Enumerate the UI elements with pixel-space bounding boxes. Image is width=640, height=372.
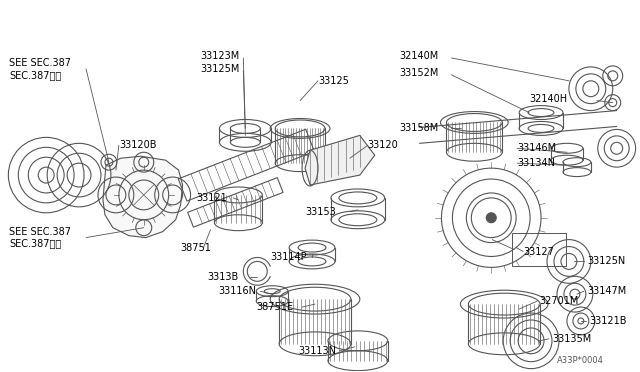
Text: 33120B: 33120B: [119, 140, 156, 150]
Text: SEC.387参照: SEC.387参照: [10, 238, 61, 248]
Text: 33116N: 33116N: [218, 286, 257, 296]
Text: 3313B: 3313B: [207, 272, 239, 282]
Text: 38751E: 38751E: [256, 302, 293, 312]
Text: 33125N: 33125N: [587, 256, 625, 266]
Text: SEE SEC.387: SEE SEC.387: [10, 227, 71, 237]
Text: SEC.387参照: SEC.387参照: [10, 70, 61, 80]
Text: 33125M: 33125M: [200, 64, 240, 74]
Text: 38751: 38751: [180, 243, 211, 253]
Text: 33134N: 33134N: [517, 158, 555, 168]
Text: 33125: 33125: [318, 76, 349, 86]
Text: 33135M: 33135M: [552, 334, 591, 344]
Text: 33152M: 33152M: [399, 68, 439, 78]
Text: 33121: 33121: [196, 193, 227, 203]
Text: 33147M: 33147M: [587, 286, 626, 296]
Text: 33121B: 33121B: [589, 316, 627, 326]
Text: 33114P: 33114P: [270, 253, 307, 263]
Polygon shape: [103, 156, 182, 238]
Text: A33P*0004: A33P*0004: [557, 356, 604, 365]
Text: 32140H: 32140H: [529, 94, 567, 104]
Text: 33113N: 33113N: [298, 346, 336, 356]
Text: SEE SEC.387: SEE SEC.387: [10, 58, 71, 68]
Text: 32140M: 32140M: [399, 51, 439, 61]
Polygon shape: [305, 135, 375, 185]
Text: 33153: 33153: [305, 207, 336, 217]
Text: 33158M: 33158M: [399, 124, 439, 134]
Text: 32701M: 32701M: [539, 296, 579, 306]
Circle shape: [486, 213, 496, 223]
Text: 33120: 33120: [368, 140, 399, 150]
Text: 33123M: 33123M: [200, 51, 240, 61]
Text: 33146M: 33146M: [517, 143, 556, 153]
Text: 33127: 33127: [523, 247, 554, 257]
